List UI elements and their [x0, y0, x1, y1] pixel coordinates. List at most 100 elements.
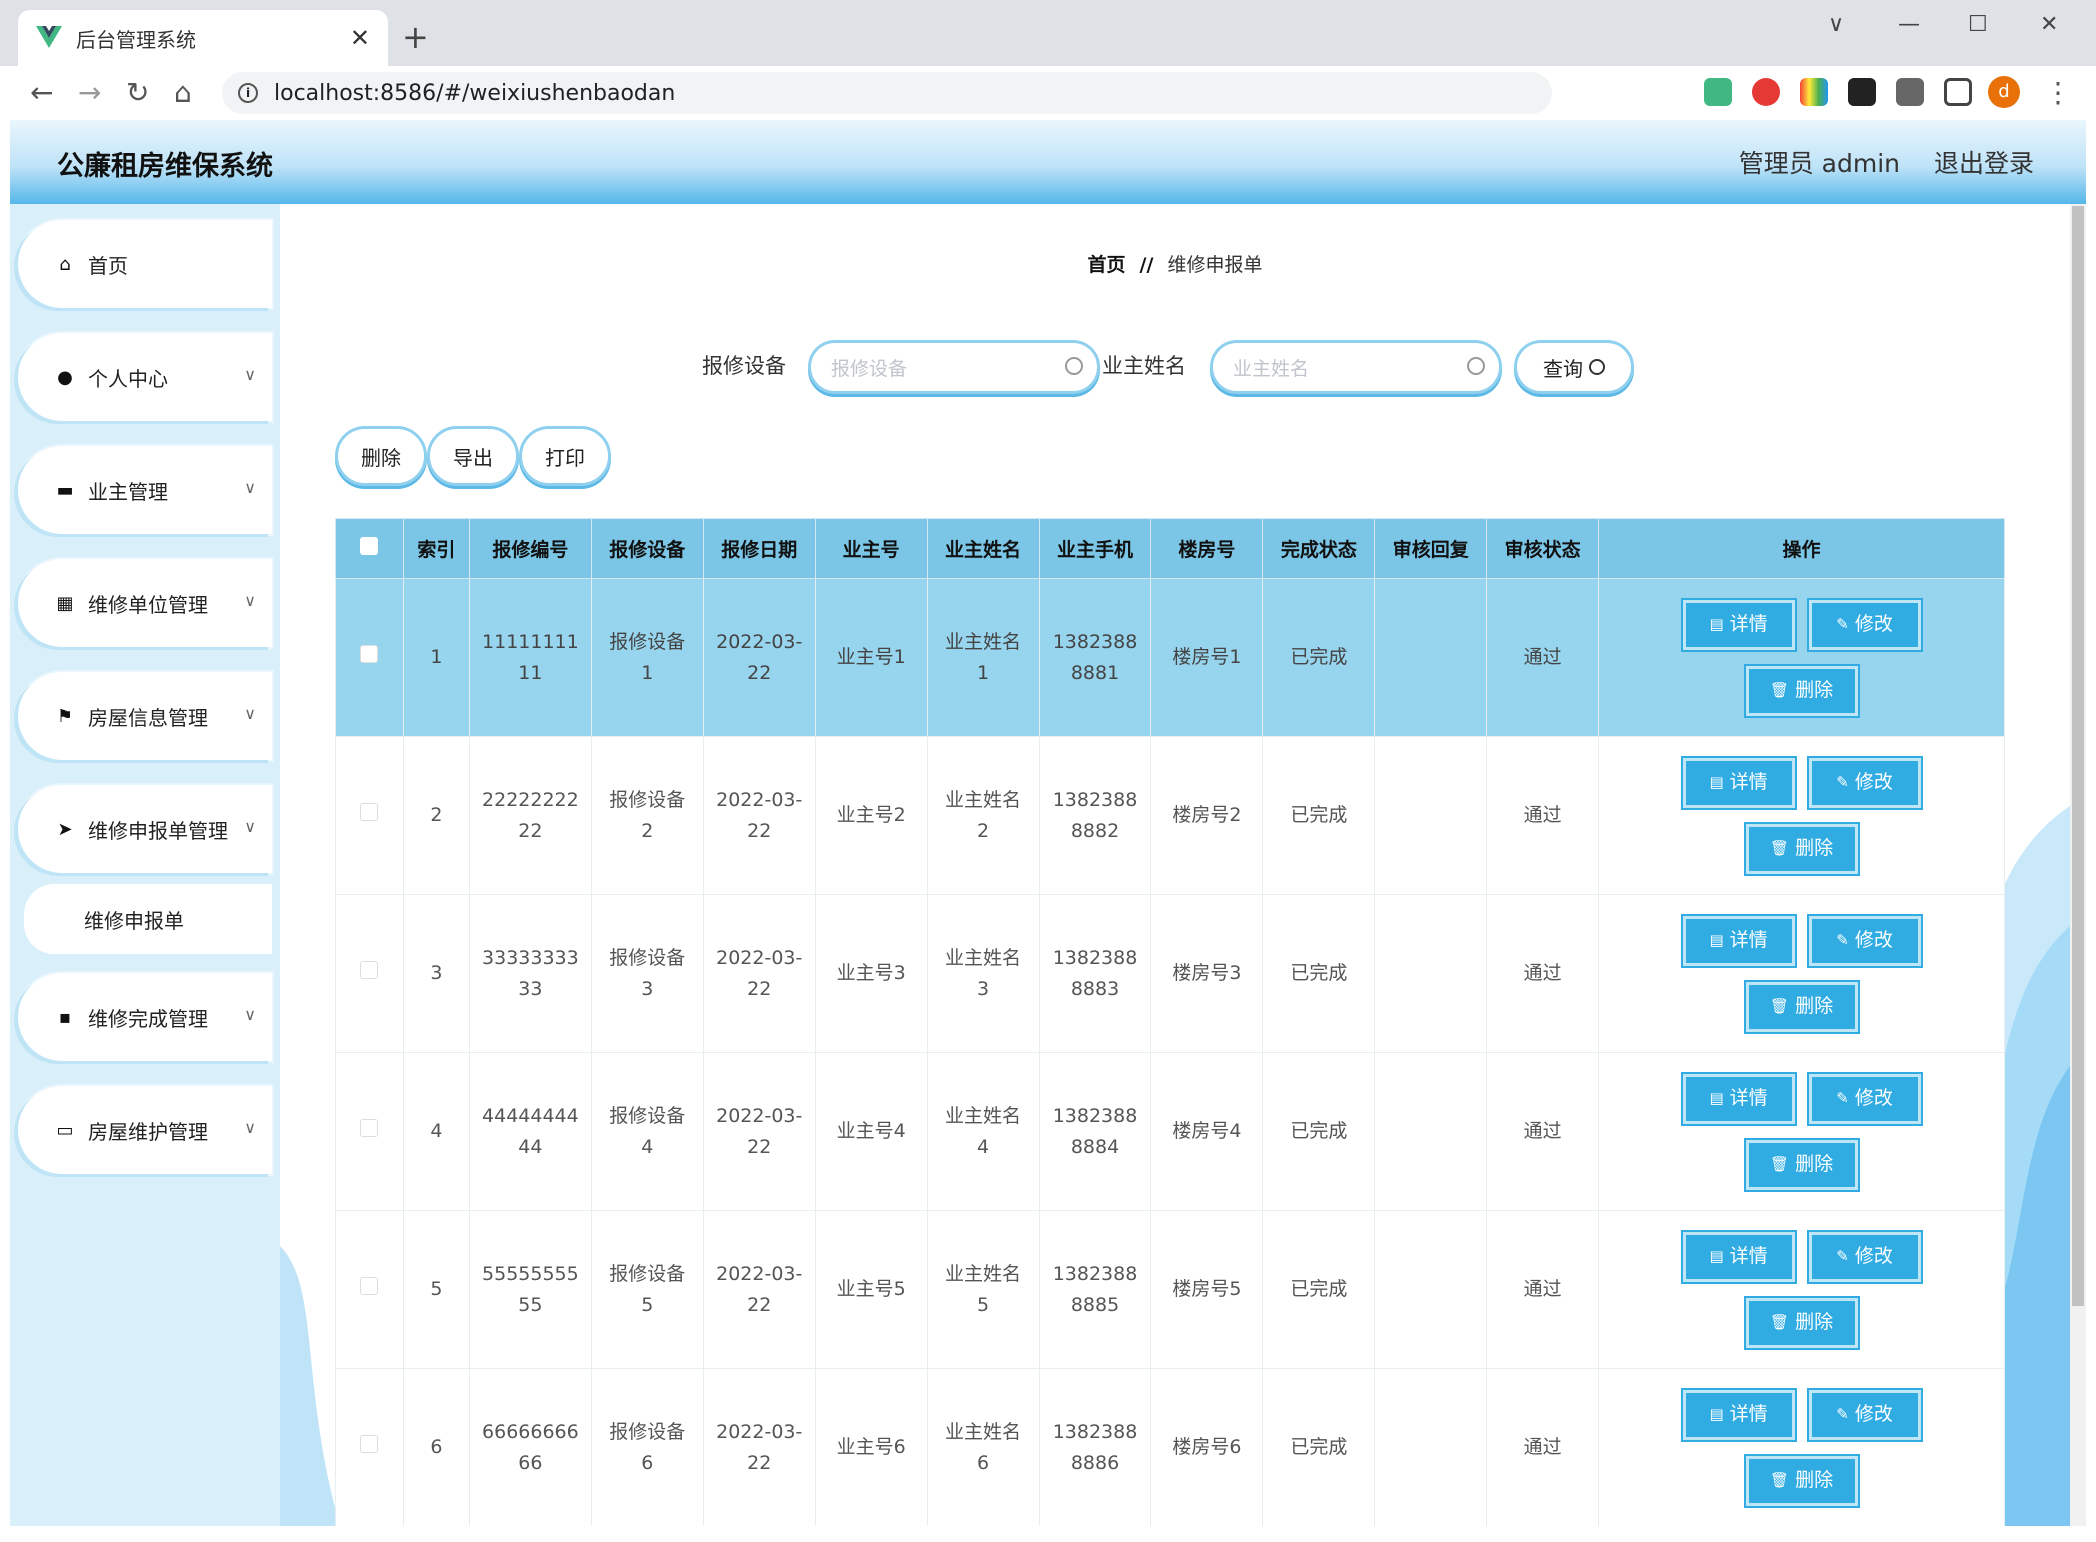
row-select-cell[interactable]	[335, 1210, 404, 1369]
delete-button[interactable]: 🗑 删除	[1745, 665, 1858, 716]
adblock-icon[interactable]	[1752, 78, 1780, 106]
delete-button[interactable]: 🗑 删除	[1745, 1139, 1858, 1190]
column-header[interactable]: 报修日期	[702, 518, 816, 579]
scrollbar-thumb[interactable]	[2072, 206, 2084, 1306]
edit-button[interactable]: ✎ 修改	[1808, 599, 1921, 650]
delete-button[interactable]: 🗑 删除	[1745, 1297, 1858, 1348]
button-label: 修改	[1854, 929, 1893, 951]
row-select-cell[interactable]	[335, 578, 404, 737]
edit-button[interactable]: ✎ 修改	[1808, 1231, 1921, 1282]
column-header[interactable]: 业主姓名	[926, 518, 1040, 579]
home-button-icon[interactable]: ⌂	[174, 76, 192, 109]
column-header[interactable]: 业主手机	[1038, 518, 1152, 579]
delete-button[interactable]: 🗑 删除	[1745, 823, 1858, 874]
extension-icon[interactable]	[1848, 78, 1876, 106]
tab-close-icon[interactable]: ✕	[349, 24, 370, 52]
edit-button[interactable]: ✎ 修改	[1808, 915, 1921, 966]
column-header[interactable]: 报修设备	[590, 518, 704, 579]
sidebar-item-repair-request[interactable]: ➤ 维修申报单管理 ∨	[18, 785, 272, 873]
sidebar-item-owner-management[interactable]: ▬ 业主管理 ∨	[18, 446, 272, 534]
row-select-cell[interactable]	[335, 1052, 404, 1211]
export-button[interactable]: 导出	[427, 426, 519, 486]
browser-tab[interactable]: 后台管理系统 ✕	[18, 10, 388, 66]
column-header[interactable]: 完成状态	[1262, 518, 1376, 579]
column-header[interactable]: 索引	[402, 518, 470, 579]
sidebar: ⌂ 首页 ● 个人中心 ∨ ▬ 业主管理 ∨ ▦ 维修单位管理 ∨ ⚑ 房屋信息…	[10, 204, 280, 1526]
vue-devtools-icon[interactable]	[1704, 78, 1732, 106]
breadcrumb-home[interactable]: 首页	[1087, 254, 1126, 276]
sidebar-subitem-repair-request[interactable]: 维修申报单	[24, 884, 272, 954]
column-header[interactable]: 审核回复	[1374, 518, 1488, 579]
cell-text: 已完成	[1290, 1120, 1348, 1142]
admin-user: 管理员 admin	[1738, 149, 1900, 178]
edit-button[interactable]: ✎ 修改	[1808, 757, 1921, 808]
back-icon[interactable]: ←	[30, 76, 54, 109]
tab-search-icon[interactable]: ∨	[1828, 12, 1845, 37]
sidepanel-icon[interactable]	[1944, 78, 1972, 106]
send-icon: ➤	[57, 818, 73, 840]
table-cell: 已完成	[1262, 894, 1376, 1053]
device-search-input[interactable]: 报修设备	[808, 340, 1100, 394]
table-row[interactable]: 1 11111111 11 报修设备 1 2022-03- 22 业主号1 业主姓名 1 13823…	[335, 578, 2005, 737]
table-row[interactable]: 5 55555555 55 报修设备 5 2022-03- 22 业主号5 业主姓名 5 13823…	[335, 1210, 2005, 1369]
cell-text: 业主号1	[836, 646, 906, 668]
new-tab-button[interactable]: +	[402, 18, 429, 56]
button-label: 修改	[1854, 1087, 1893, 1109]
select-all-cell[interactable]	[335, 518, 404, 579]
sidebar-item-repair-complete[interactable]: ▪ 维修完成管理 ∨	[18, 973, 272, 1061]
detail-button[interactable]: ▤ 详情	[1682, 1073, 1795, 1124]
row-select-cell[interactable]	[335, 1368, 404, 1526]
table-cell: 通过	[1486, 894, 1600, 1053]
logout-link[interactable]: 退出登录	[1933, 149, 2034, 178]
column-header[interactable]: 审核状态	[1486, 518, 1600, 579]
sidebar-item-house-maintenance[interactable]: ▭ 房屋维护管理 ∨	[18, 1086, 272, 1174]
detail-button[interactable]: ▤ 详情	[1682, 1389, 1795, 1440]
puzzle-icon[interactable]	[1896, 78, 1924, 106]
delete-button[interactable]: 🗑 删除	[1745, 1455, 1858, 1506]
row-checkbox[interactable]	[360, 645, 379, 663]
table-row[interactable]: 2 22222222 22 报修设备 2 2022-03- 22 业主号2 业主姓名 2 13823…	[335, 736, 2005, 895]
table-row[interactable]: 6 66666666 66 报修设备 6 2022-03- 22 业主号6 业主姓名 6 13823…	[335, 1368, 2005, 1526]
delete-button[interactable]: 🗑 删除	[1745, 981, 1858, 1032]
forward-icon[interactable]: →	[78, 76, 102, 109]
row-checkbox[interactable]	[360, 1435, 379, 1453]
detail-button[interactable]: ▤ 详情	[1682, 757, 1795, 808]
tab-title: 后台管理系统	[76, 27, 196, 52]
site-info-icon[interactable]: i	[238, 83, 258, 103]
query-button[interactable]: 查询	[1514, 340, 1634, 394]
row-checkbox[interactable]	[360, 961, 379, 979]
sidebar-item-repair-unit[interactable]: ▦ 维修单位管理 ∨	[18, 559, 272, 647]
column-header[interactable]: 报修编号	[468, 518, 592, 579]
column-header[interactable]: 业主号	[814, 518, 928, 579]
edit-button[interactable]: ✎ 修改	[1808, 1073, 1921, 1124]
window-close-icon[interactable]: ✕	[2040, 12, 2059, 37]
detail-button[interactable]: ▤ 详情	[1682, 1231, 1795, 1282]
sidebar-item-home[interactable]: ⌂ 首页	[18, 220, 272, 308]
detail-button[interactable]: ▤ 详情	[1682, 915, 1795, 966]
table-row[interactable]: 4 44444444 44 报修设备 4 2022-03- 22 业主号4 业主姓名 4 13823…	[335, 1052, 2005, 1211]
column-header[interactable]: 楼房号	[1150, 518, 1264, 579]
sidebar-item-house-info[interactable]: ⚑ 房屋信息管理 ∨	[18, 672, 272, 760]
edit-button[interactable]: ✎ 修改	[1808, 1389, 1921, 1440]
print-button[interactable]: 打印	[519, 426, 611, 486]
row-checkbox[interactable]	[360, 1277, 379, 1295]
row-select-cell[interactable]	[335, 736, 404, 895]
table-row[interactable]: 3 33333333 33 报修设备 3 2022-03- 22 业主号3 业主姓名 3 13823…	[335, 894, 2005, 1053]
row-select-cell[interactable]	[335, 894, 404, 1053]
batch-delete-button[interactable]: 删除	[335, 426, 427, 486]
table-cell: 报修设备 6	[590, 1368, 704, 1526]
url-bar[interactable]: i localhost:8586/#/weixiushenbaodan	[222, 72, 1552, 114]
sidebar-item-personal-center[interactable]: ● 个人中心 ∨	[18, 333, 272, 421]
select-all-checkbox[interactable]	[360, 537, 379, 555]
reload-icon[interactable]: ↻	[126, 76, 150, 109]
maximize-icon[interactable]: ☐	[1968, 12, 1988, 37]
row-checkbox[interactable]	[360, 803, 379, 821]
owner-name-search-input[interactable]: 业主姓名	[1210, 340, 1502, 394]
more-menu-icon[interactable]: ⋮	[2044, 76, 2072, 109]
profile-avatar[interactable]: d	[1988, 76, 2020, 108]
color-extension-icon[interactable]	[1800, 78, 1828, 106]
detail-button[interactable]: ▤ 详情	[1682, 599, 1795, 650]
cell-text: 8885	[1070, 1293, 1120, 1316]
minimize-icon[interactable]: —	[1898, 12, 1920, 37]
row-checkbox[interactable]	[360, 1119, 379, 1137]
